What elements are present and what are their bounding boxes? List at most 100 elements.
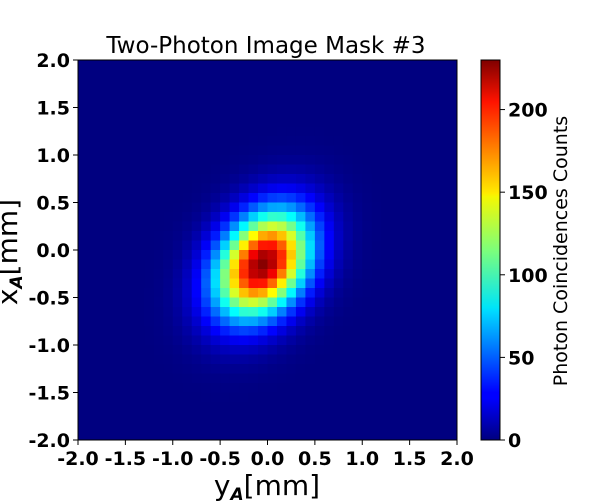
heatmap-cell (239, 107, 250, 118)
heatmap-cell (144, 117, 155, 127)
heatmap-cell (305, 164, 316, 175)
heatmap-cell (210, 69, 221, 80)
heatmap-cell (153, 202, 164, 213)
heatmap-cell (125, 98, 136, 108)
heatmap-cell (419, 297, 430, 308)
heatmap-cell (78, 392, 88, 403)
y-axis-label-sub: A (7, 275, 27, 290)
heatmap-cell (182, 79, 193, 89)
heatmap-cell (343, 278, 354, 289)
heatmap-cell (314, 212, 325, 222)
heatmap-cell (295, 430, 306, 441)
heatmap-cell (115, 411, 126, 422)
heatmap-cell (381, 430, 392, 441)
heatmap-cell (78, 145, 88, 156)
heatmap-cell (248, 288, 259, 298)
heatmap-cell (352, 392, 363, 403)
heatmap-cell (343, 411, 354, 422)
heatmap-cell (210, 316, 221, 327)
heatmap-cell (409, 231, 420, 241)
heatmap-cell (87, 174, 98, 184)
heatmap-cell (239, 411, 250, 422)
heatmap-cell (343, 326, 354, 336)
heatmap-cell (343, 269, 354, 279)
heatmap-cell (333, 307, 344, 317)
heatmap-cell (314, 117, 325, 127)
heatmap-cell (210, 345, 221, 355)
heatmap-cell (172, 297, 183, 308)
heatmap-cell (182, 402, 193, 412)
heatmap-cell (191, 297, 202, 308)
heatmap-cell (314, 98, 325, 108)
heatmap-cell (87, 259, 98, 270)
x-tick-label: 2.0 (440, 448, 474, 470)
heatmap-cell (276, 88, 287, 99)
heatmap-cell (276, 259, 287, 270)
heatmap-cell (258, 193, 268, 203)
heatmap-cell (191, 250, 202, 260)
heatmap-cell (333, 373, 344, 384)
heatmap-cell (324, 278, 335, 289)
heatmap-cell (96, 126, 107, 137)
heatmap-cell (201, 297, 212, 308)
heatmap-cell (438, 430, 449, 441)
heatmap-cell (438, 136, 449, 146)
heatmap-cell (343, 364, 354, 374)
heatmap-cell (172, 392, 183, 403)
heatmap-cell (220, 88, 231, 99)
heatmap-cell (381, 107, 392, 118)
heatmap-cell (106, 155, 117, 165)
heatmap-cell (400, 278, 411, 289)
heatmap-cell (144, 326, 155, 336)
heatmap-cell (371, 250, 382, 260)
heatmap-cell (258, 326, 268, 336)
heatmap-cell (106, 259, 117, 270)
heatmap-cell (438, 383, 449, 393)
heatmap-cell (390, 307, 401, 317)
heatmap-cell (371, 345, 382, 355)
heatmap-cell (267, 221, 278, 232)
heatmap-cell (96, 231, 107, 241)
heatmap-cell (428, 231, 439, 241)
heatmap-cell (201, 107, 212, 118)
heatmap-cell (229, 69, 240, 80)
heatmap-cell (134, 354, 145, 365)
heatmap-cell (314, 193, 325, 203)
heatmap-cell (229, 98, 240, 108)
heatmap-cell (276, 326, 287, 336)
heatmap-cell (400, 117, 411, 127)
heatmap-cell (409, 269, 420, 279)
heatmap-cell (276, 79, 287, 89)
heatmap-cell (125, 269, 136, 279)
heatmap-cell (324, 60, 335, 70)
heatmap-cell (381, 202, 392, 213)
heatmap-cell (305, 335, 316, 346)
heatmap-cell (258, 107, 268, 118)
heatmap-cell (229, 240, 240, 251)
heatmap-cell (419, 183, 430, 194)
heatmap-cell (267, 278, 278, 289)
heatmap-cell (324, 240, 335, 251)
heatmap-cell (324, 164, 335, 175)
heatmap-cell (267, 269, 278, 279)
heatmap-cell (276, 231, 287, 241)
heatmap-cell (239, 297, 250, 308)
heatmap-cell (182, 202, 193, 213)
heatmap-cell (419, 278, 430, 289)
heatmap-cell (125, 164, 136, 175)
heatmap-cell (267, 288, 278, 298)
heatmap-cell (201, 126, 212, 137)
heatmap-cell (390, 345, 401, 355)
heatmap-cell (106, 402, 117, 412)
heatmap-cell (172, 60, 183, 70)
heatmap-cell (409, 288, 420, 298)
heatmap-cell (447, 174, 458, 184)
heatmap-cell (163, 364, 174, 374)
heatmap-cell (87, 221, 98, 232)
heatmap-cell (125, 430, 136, 441)
heatmap-cell (87, 98, 98, 108)
heatmap-cell (295, 240, 306, 251)
heatmap-cell (191, 107, 202, 118)
heatmap-cell (248, 240, 259, 251)
heatmap-cell (258, 316, 268, 327)
